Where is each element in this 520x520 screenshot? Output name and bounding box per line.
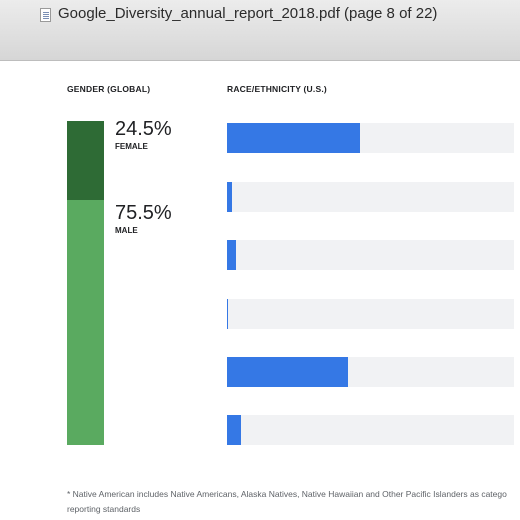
footnote-line-1: * Native American includes Native Americ… xyxy=(67,489,507,499)
race-bar-track xyxy=(227,240,514,270)
male-percent: 75.5% xyxy=(115,202,172,224)
race-bar xyxy=(227,415,241,445)
gender-stacked-bar xyxy=(67,121,104,445)
window-titlebar: Google_Diversity_annual_report_2018.pdf … xyxy=(0,0,520,61)
race-bar xyxy=(227,182,232,212)
male-bar-segment xyxy=(67,200,104,445)
female-percent: 24.5% xyxy=(115,118,172,140)
race-bar-track xyxy=(227,182,514,212)
footnote-line-2: reporting standards xyxy=(67,504,141,514)
footnote: * Native American includes Native Americ… xyxy=(67,487,520,517)
female-bar-segment xyxy=(67,121,104,200)
race-bar-track xyxy=(227,357,514,387)
race-bar-track xyxy=(227,415,514,445)
race-bar xyxy=(227,299,228,329)
race-bar-track xyxy=(227,123,514,153)
race-bar-track xyxy=(227,299,514,329)
male-label: MALE xyxy=(115,226,138,235)
gender-heading: GENDER (GLOBAL) xyxy=(67,84,151,94)
female-label: FEMALE xyxy=(115,142,148,151)
pdf-document-icon xyxy=(40,8,51,22)
race-bar xyxy=(227,240,236,270)
race-bar xyxy=(227,357,348,387)
window-title: Google_Diversity_annual_report_2018.pdf … xyxy=(58,5,438,22)
race-bar xyxy=(227,123,360,153)
race-heading: RACE/ETHNICITY (U.S.) xyxy=(227,84,327,94)
